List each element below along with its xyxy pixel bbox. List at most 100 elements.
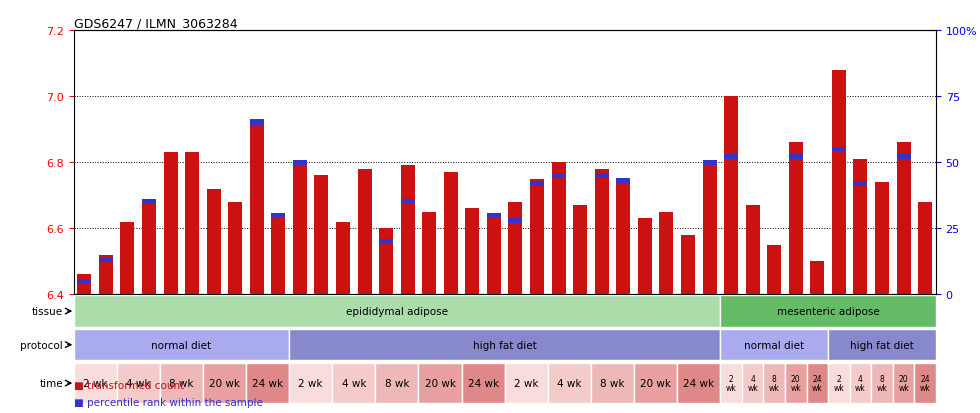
Bar <box>250 121 264 126</box>
Text: GDS6247 / ILMN_3063284: GDS6247 / ILMN_3063284 <box>74 17 237 30</box>
Bar <box>422 212 436 294</box>
Bar <box>616 179 630 294</box>
Bar <box>228 202 242 294</box>
Bar <box>505 363 548 404</box>
Bar <box>293 163 307 294</box>
Text: time: time <box>39 378 63 388</box>
Bar <box>207 189 220 294</box>
Bar <box>918 202 932 294</box>
Text: 8 wk: 8 wk <box>600 378 625 388</box>
Bar <box>595 173 609 178</box>
Text: normal diet: normal diet <box>744 340 805 350</box>
Bar <box>117 363 160 404</box>
Text: protocol: protocol <box>21 340 63 350</box>
Bar <box>509 202 522 294</box>
Bar <box>379 229 393 294</box>
Bar <box>724 155 738 160</box>
Text: 20 wk: 20 wk <box>424 378 456 388</box>
Text: 20
wk: 20 wk <box>791 374 801 392</box>
Text: tissue: tissue <box>32 306 63 316</box>
Text: 24
wk: 24 wk <box>812 374 822 392</box>
Bar <box>720 296 936 327</box>
Bar <box>897 143 910 294</box>
Text: ■ transformed count: ■ transformed count <box>74 380 183 390</box>
Text: 2 wk: 2 wk <box>82 378 107 388</box>
Text: 8
wk: 8 wk <box>877 374 887 392</box>
Text: 2 wk: 2 wk <box>514 378 538 388</box>
Bar <box>552 163 565 294</box>
Text: high fat diet: high fat diet <box>850 340 914 350</box>
Text: 4 wk: 4 wk <box>341 378 366 388</box>
Text: 4 wk: 4 wk <box>125 378 151 388</box>
Bar <box>530 181 544 186</box>
Bar <box>375 363 418 404</box>
Text: 20
wk: 20 wk <box>899 374 908 392</box>
Bar <box>638 219 652 294</box>
Text: 2
wk: 2 wk <box>726 374 736 392</box>
Text: 8 wk: 8 wk <box>169 378 193 388</box>
Bar <box>99 258 113 263</box>
Bar <box>293 160 307 165</box>
Bar <box>677 363 720 404</box>
Bar <box>789 143 803 294</box>
Bar <box>99 255 113 294</box>
Bar <box>742 363 763 404</box>
Bar <box>487 213 501 218</box>
Bar <box>810 261 824 294</box>
Bar <box>401 166 415 294</box>
Bar <box>74 329 289 361</box>
Bar <box>828 363 850 404</box>
Text: epididymal adipose: epididymal adipose <box>346 306 448 316</box>
Bar <box>552 173 565 178</box>
Bar <box>160 363 203 404</box>
Bar <box>418 363 462 404</box>
Text: 8 wk: 8 wk <box>384 378 409 388</box>
Bar <box>401 200 415 205</box>
Text: normal diet: normal diet <box>151 340 212 350</box>
Bar <box>142 200 156 205</box>
Text: 2
wk: 2 wk <box>834 374 844 392</box>
Bar <box>185 153 199 294</box>
Bar <box>724 97 738 294</box>
Bar <box>74 296 720 327</box>
Bar <box>358 169 371 294</box>
Text: ■ percentile rank within the sample: ■ percentile rank within the sample <box>74 397 263 407</box>
Bar <box>703 160 716 165</box>
Bar <box>854 181 867 186</box>
Bar <box>530 179 544 294</box>
Bar <box>660 212 673 294</box>
Bar <box>767 245 781 294</box>
Bar <box>591 363 634 404</box>
Bar <box>509 218 522 223</box>
Bar <box>703 163 716 294</box>
Bar <box>121 222 134 294</box>
Text: 24
wk: 24 wk <box>920 374 930 392</box>
Text: 24 wk: 24 wk <box>467 378 499 388</box>
Text: 4
wk: 4 wk <box>748 374 758 392</box>
Bar <box>289 329 720 361</box>
Text: 24 wk: 24 wk <box>683 378 714 388</box>
Bar <box>789 155 803 160</box>
Bar <box>875 183 889 294</box>
Bar <box>893 363 914 404</box>
Bar <box>444 173 458 294</box>
Text: 20 wk: 20 wk <box>640 378 671 388</box>
Bar <box>832 71 846 294</box>
Bar <box>271 213 285 218</box>
Bar <box>246 363 289 404</box>
Text: 8
wk: 8 wk <box>769 374 779 392</box>
Bar <box>720 329 828 361</box>
Bar <box>854 159 867 294</box>
Bar <box>746 206 760 294</box>
Bar <box>785 363 807 404</box>
Bar <box>850 363 871 404</box>
Bar <box>871 363 893 404</box>
Bar <box>832 147 846 152</box>
Bar <box>914 363 936 404</box>
Bar <box>77 275 91 294</box>
Bar <box>763 363 785 404</box>
Bar <box>487 216 501 294</box>
Bar <box>379 240 393 244</box>
Bar <box>289 363 332 404</box>
Bar <box>634 363 677 404</box>
